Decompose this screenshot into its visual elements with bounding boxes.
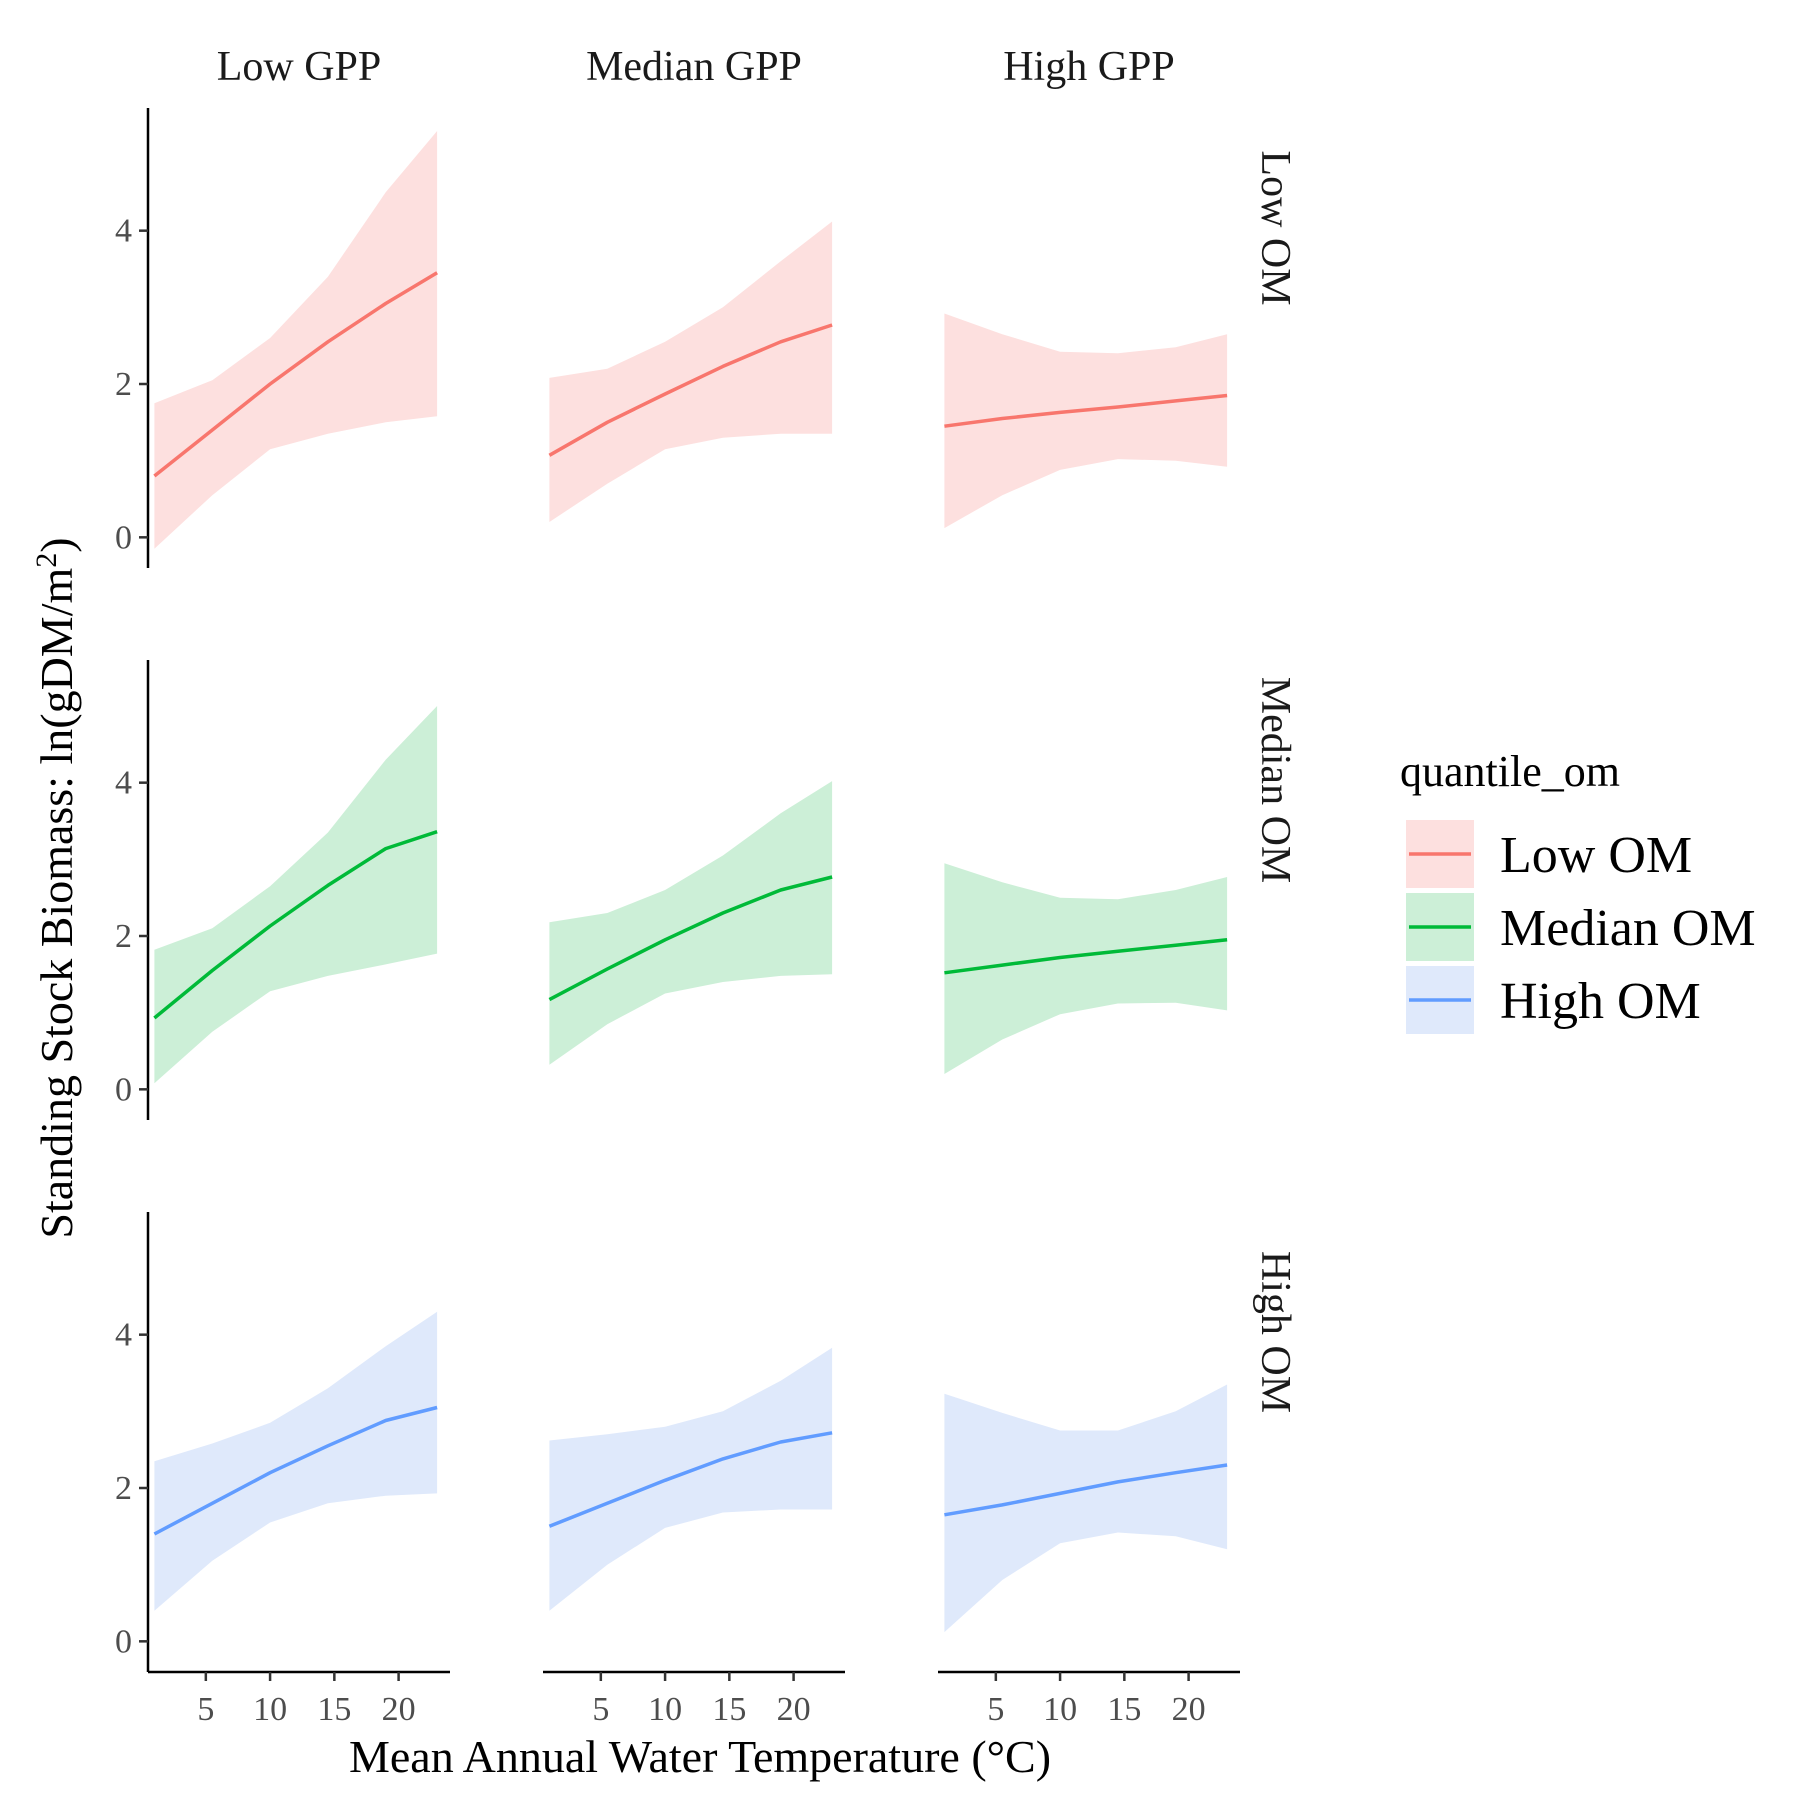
fit-line: [153, 1405, 438, 1536]
y-tick-label: 2: [115, 918, 132, 955]
confidence-ribbon: [549, 1347, 833, 1611]
fit-line: [548, 323, 833, 457]
fit-line: [548, 875, 833, 1002]
strip-labels: Low GPP Median GPP High GPP Low OM Median OM…: [217, 44, 1298, 1413]
fit-line: [944, 393, 1228, 428]
legend-label: Median OM: [1500, 900, 1756, 957]
legend-item-median-om: Median OM: [1406, 893, 1756, 961]
y-axis-title-end: ): [31, 537, 82, 552]
confidence-ribbon: [154, 706, 438, 1084]
legend-item-low-om: Low OM: [1406, 820, 1692, 888]
confidence-ribbon: [154, 131, 438, 549]
confidence-ribbon: [944, 863, 1228, 1074]
y-axis-title-superscript: 2: [30, 553, 63, 568]
legend-label: Low OM: [1500, 827, 1692, 884]
fit-line: [153, 830, 438, 1020]
confidence-ribbon: [549, 221, 833, 522]
row-strip-label: Low OM: [1252, 150, 1298, 305]
x-tick-label: 5: [197, 1691, 214, 1728]
panel-high-om-median-gpp: [548, 1347, 833, 1611]
panel-low-om-low-gpp: [153, 131, 438, 549]
y-tick-label: 0: [115, 1623, 132, 1660]
y-tick-label: 0: [115, 1071, 132, 1108]
panel-high-om-high-gpp: [944, 1384, 1228, 1633]
y-axis-title: Standing Stock Biomass: ln(gDM/m2): [30, 537, 82, 1238]
x-tick-label: 5: [592, 1691, 609, 1728]
confidence-ribbon: [549, 781, 833, 1065]
fit-line: [153, 271, 438, 478]
legend-title: quantile_om: [1400, 747, 1620, 796]
y-tick-label: 2: [115, 366, 132, 403]
axes-layer: 0 2 4 0 2 4 0 2 4 5 10 15 20 5 10 15 20 5 10 15 20: [115, 108, 1240, 1728]
y-axis-title-main: Standing Stock Biomass: ln(gDM/m: [31, 568, 82, 1239]
panels-layer: [153, 131, 1228, 1633]
x-tick-label: 15: [712, 1691, 746, 1728]
panel-median-om-low-gpp: [153, 706, 438, 1084]
x-tick-label: 10: [648, 1691, 682, 1728]
y-tick-label: 4: [115, 765, 132, 802]
panel-median-om-median-gpp: [548, 781, 833, 1065]
x-axis-title: Mean Annual Water Temperature (°C): [349, 1731, 1051, 1782]
x-tick-label: 15: [1107, 1691, 1141, 1728]
x-tick-label: 15: [317, 1691, 351, 1728]
panel-median-om-high-gpp: [944, 863, 1228, 1074]
column-strip-label: High GPP: [1003, 44, 1175, 90]
column-strip-label: Low GPP: [217, 44, 382, 90]
confidence-ribbon: [944, 313, 1228, 529]
y-tick-label: 4: [115, 1317, 132, 1354]
x-tick-label: 10: [253, 1691, 287, 1728]
fit-line: [548, 1431, 833, 1528]
x-tick-label: 20: [1172, 1691, 1206, 1728]
y-tick-label: 0: [115, 519, 132, 556]
row-strip-label: Median OM: [1252, 677, 1298, 883]
x-tick-label: 20: [382, 1691, 416, 1728]
row-strip-label: High OM: [1252, 1251, 1298, 1413]
legend-label: High OM: [1500, 973, 1701, 1030]
column-strip-label: Median GPP: [586, 44, 802, 90]
legend-item-high-om: High OM: [1406, 966, 1701, 1034]
panel-high-om-low-gpp: [153, 1311, 438, 1611]
panel-low-om-median-gpp: [548, 221, 833, 522]
y-tick-label: 4: [115, 213, 132, 250]
confidence-ribbon: [944, 1384, 1228, 1633]
x-tick-label: 5: [987, 1691, 1004, 1728]
legend: quantile_om Low OM Median OM High OM: [1400, 747, 1756, 1034]
x-tick-label: 10: [1043, 1691, 1077, 1728]
panel-low-om-high-gpp: [944, 313, 1228, 529]
x-tick-label: 20: [777, 1691, 811, 1728]
fit-line: [944, 938, 1228, 975]
y-tick-label: 2: [115, 1470, 132, 1507]
fit-line: [944, 1463, 1228, 1517]
